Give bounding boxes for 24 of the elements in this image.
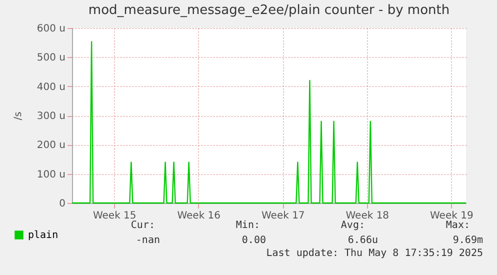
y-tick-label: 300 u [36,111,66,122]
y-tick-label: 500 u [36,52,66,64]
text: Max: [446,220,470,231]
text: Last update: Thu May 8 17:35:19 2025 [266,248,483,259]
text: Min: [236,220,260,231]
text: 0.00 [242,235,266,246]
y-tick-label: 600 u [36,24,66,34]
y-tick-label: 100 u [36,169,66,180]
legend-label: plain [28,230,58,241]
y-tick-label: 400 u [36,82,66,93]
x-tick-label: Week 19 [430,210,474,222]
y-axis-title: /s [12,112,24,120]
x-tick-label: Week 17 [261,210,305,222]
text: 9.69m [452,235,483,246]
text: Avg: [340,220,365,231]
chart-title: mod_measure_message_e2ee/plain counter - by month [88,3,450,18]
text: -nan [136,235,160,246]
y-tick-label: 200 u [36,140,66,152]
y-tick-label: 0 [59,198,66,210]
text: Cur: [130,220,155,231]
x-tick-label: Week 16 [177,210,221,222]
x-tick-label: Week 18 [346,210,390,222]
text: 6.66u [348,235,378,246]
x-tick-label: Week 15 [92,210,136,222]
